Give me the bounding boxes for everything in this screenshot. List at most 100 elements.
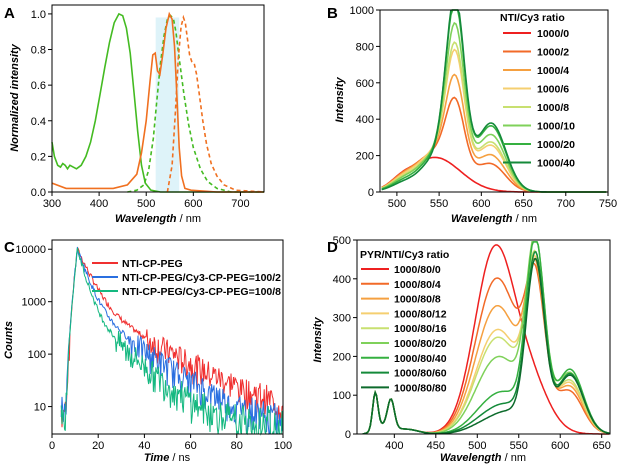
x-tick-label-b-2: 600: [472, 198, 490, 210]
axes-frame-d: [356, 239, 611, 435]
x-axis-label-c-text: Time: [144, 452, 169, 464]
axes-frame-b: [379, 9, 609, 193]
panel-label-a: A: [4, 5, 15, 22]
x-axis-unit-sep-b: /: [513, 213, 522, 225]
y-tick-label-a-5: 1.0: [31, 9, 46, 21]
legend-label-1000/80/80: 1000/80/80: [394, 382, 447, 394]
x-tick-label-c-0: 0: [49, 440, 55, 452]
y-tick-label-d-4: 400: [333, 274, 351, 286]
x-axis-unit-b: nm: [522, 213, 537, 225]
y-tick-label-d-5: 500: [333, 235, 351, 247]
x-axis-label-b-text: Wavelength: [451, 213, 513, 225]
y-tick-label-c-3: 10000: [15, 244, 46, 256]
x-axis-unit-c: ns: [179, 452, 191, 464]
series-line-orange-emission: [166, 14, 265, 193]
y-axis-label-a: Normalized intensity: [9, 43, 21, 151]
y-tick-label-a-1: 0.2: [31, 151, 46, 163]
legend-title-d: PYR/NTI/Cy3 ratio: [360, 249, 449, 261]
legend-label-1000/40: 1000/40: [537, 158, 575, 170]
legend-label-1000/4: 1000/4: [537, 65, 569, 77]
y-tick-label-d-3: 300: [333, 313, 351, 325]
x-tick-label-b-1: 550: [430, 198, 448, 210]
legend-b: NTI/Cy3 ratio 1000/0 1000/2 1000/4 1000/6 100…: [500, 12, 575, 170]
x-axis-label-a: Wavelength / nm: [115, 213, 201, 225]
y-tick-label-a-4: 0.8: [31, 45, 46, 57]
y-tick-label-a-3: 0.6: [31, 80, 46, 92]
series-line-green-absorption: [51, 12, 264, 193]
x-axis-unit-a: nm: [186, 213, 201, 225]
x-tick-label-d-4: 600: [551, 440, 569, 452]
plot-area-d: [362, 241, 610, 435]
legend-label-1000/20: 1000/20: [537, 139, 575, 151]
series-line-NTI-CP-PEG: [60, 247, 284, 428]
x-tick-label-d-3: 550: [510, 440, 528, 452]
x-axis-unit-sep-a: /: [177, 213, 186, 225]
y-axis-label-d: Intensity: [312, 317, 324, 363]
series-line-orange-absorption: [51, 11, 264, 193]
ticks-b: 500 550 600 650 700 750 0 200 400 600 800 1000: [350, 5, 617, 210]
y-tick-label-c-2: 1000: [22, 297, 46, 309]
x-tick-label-b-3: 650: [514, 198, 532, 210]
legend-d: PYR/NTI/Cy3 ratio 1000/80/0 1000/80/4 1000/…: [360, 249, 449, 394]
legend-label-1000/80/8: 1000/80/8: [394, 294, 441, 306]
x-axis-unit-sep-d: /: [502, 452, 511, 464]
x-axis-label-a-text: Wavelength: [115, 213, 177, 225]
x-tick-label-b-5: 750: [599, 198, 617, 210]
x-axis-label-b: Wavelength / nm: [451, 213, 537, 225]
legend-label-1000/8: 1000/8: [537, 102, 569, 114]
legend-label-1000/80/0: 1000/80/0: [394, 264, 441, 276]
plot-area-c: [60, 246, 284, 436]
x-axis-unit-sep-c: /: [169, 452, 178, 464]
y-tick-label-d-0: 0: [345, 429, 351, 441]
panel-label-b: B: [327, 5, 338, 22]
legend-label-1000/0: 1000/0: [537, 28, 569, 40]
x-tick-label-a-3: 600: [184, 198, 202, 210]
x-tick-label-a-1: 400: [90, 198, 108, 210]
y-tick-label-a-0: 0.0: [31, 187, 46, 199]
panel-a: A 300 400 500 600 700 0.0 0.2 0.4 0.6 0.8 1.0 Wave…: [4, 4, 265, 225]
legend-title-b: NTI/Cy3 ratio: [500, 12, 565, 24]
x-tick-label-c-1: 20: [92, 440, 104, 452]
y-tick-label-c-1: 100: [28, 349, 46, 361]
legend-label-1000/2: 1000/2: [537, 47, 569, 59]
y-tick-label-b-3: 600: [356, 78, 374, 90]
x-tick-label-a-4: 700: [231, 198, 249, 210]
legend-label-1000/80/40: 1000/80/40: [394, 353, 447, 365]
y-tick-label-b-1: 200: [356, 151, 374, 163]
legend-label-NTI-CP-PEG/Cy3-CP-PEG=100/8: NTI-CP-PEG/Cy3-CP-PEG=100/8: [122, 286, 281, 298]
axes-frame-c: [51, 239, 284, 435]
y-tick-label-a-2: 0.4: [31, 116, 46, 128]
x-tick-label-c-4: 80: [231, 440, 243, 452]
x-tick-label-b-4: 700: [557, 198, 575, 210]
axes-frame-a: [51, 4, 265, 193]
series-line-NTI-CP-PEG/Cy3-CP-PEG=100/8: [60, 247, 284, 436]
x-tick-label-b-0: 500: [388, 198, 406, 210]
y-tick-label-b-0: 0: [368, 187, 374, 199]
x-tick-label-d-1: 450: [427, 440, 445, 452]
panel-label-c: C: [4, 239, 15, 256]
x-axis-label-c: Time / ns: [144, 452, 191, 464]
y-tick-label-d-1: 100: [333, 390, 351, 402]
x-tick-label-c-3: 60: [184, 440, 196, 452]
y-tick-label-b-4: 800: [356, 41, 374, 53]
ticks-c: 0 20 40 60 80 100 10 100 1000 10000: [15, 244, 292, 452]
panel-b: B 500 550 600 650 700 750 0 200 400 600 800 1000 NT…: [327, 5, 617, 225]
y-axis-label-b: Intensity: [334, 77, 346, 123]
y-axis-label-c: Counts: [3, 321, 15, 359]
ticks-a: 300 400 500 600 700 0.0 0.2 0.4 0.6 0.8 1.0: [31, 9, 250, 210]
y-tick-label-c-0: 10: [34, 402, 46, 414]
legend-c: NTI-CP-PEG NTI-CP-PEG/Cy3-CP-PEG=100/2 NTI…: [92, 258, 281, 298]
ticks-d: 400 450 500 550 600 650 0 100 200 300 400 500: [333, 235, 611, 452]
x-tick-label-c-5: 100: [274, 440, 292, 452]
x-tick-label-a-2: 500: [137, 198, 155, 210]
y-tick-label-b-5: 1000: [350, 5, 374, 17]
x-tick-label-d-5: 650: [593, 440, 611, 452]
series-line-green-emission: [127, 14, 264, 193]
legend-label-1000/80/4: 1000/80/4: [394, 279, 441, 291]
x-axis-unit-d: nm: [511, 452, 526, 464]
legend-label-NTI-CP-PEG/Cy3-CP-PEG=100/2: NTI-CP-PEG/Cy3-CP-PEG=100/2: [122, 272, 281, 284]
y-tick-label-d-2: 200: [333, 351, 351, 363]
legend-label-1000/6: 1000/6: [537, 84, 569, 96]
